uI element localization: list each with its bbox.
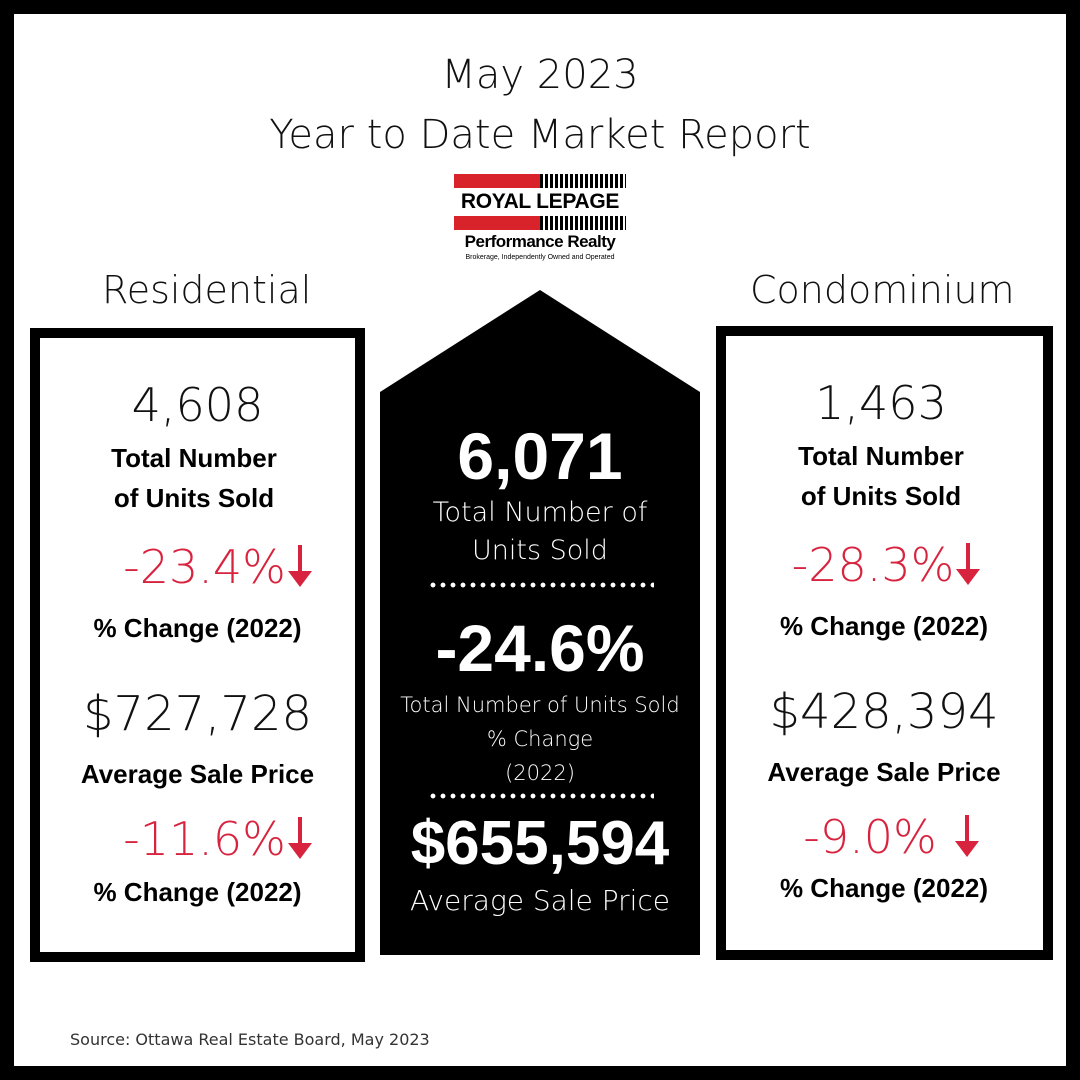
residential-units-change-row: -23.4% (40, 540, 395, 594)
logo-company-name: Performance Realty (464, 232, 616, 251)
royal-lepage-logo: ROYAL LEPAGE Performance Realty Brokerag… (454, 174, 626, 272)
condominium-avg-price: $428,394 (769, 684, 999, 740)
total-units-change-label-line3: (2022) (505, 761, 575, 785)
residential-price-change-row: -11.6% (40, 812, 395, 866)
residential-units-change: -23.4% (123, 540, 286, 594)
residential-avg-price: $727,728 (82, 686, 313, 742)
total-units-label-line2: Units Sold (472, 535, 608, 566)
arrow-down-icon (954, 815, 979, 857)
residential-units-label-line2: of Units Sold (113, 483, 275, 513)
condominium-avg-price-label: Average Sale Price (767, 757, 1001, 787)
condominium-box (716, 326, 1053, 960)
report-title: Year to Date Market Report (269, 112, 811, 158)
residential-units-label: Total Number of Units Sold (40, 438, 348, 518)
residential-heading: Residential (102, 268, 312, 312)
total-units-sold: 6,071 (457, 419, 623, 493)
condominium-units-change-label: % Change (2022) (779, 611, 989, 641)
residential-avg-price-label: Average Sale Price (80, 759, 315, 789)
total-units-change-label-line2: % Change (486, 727, 594, 751)
condominium-units-label-line2: of Units Sold (800, 481, 962, 511)
total-units-label: Total Number of Units Sold (380, 494, 700, 570)
condominium-units-change: -28.3% (791, 538, 955, 592)
arrow-down-icon (956, 543, 981, 585)
logo-bottom-bar (454, 216, 626, 230)
logo-tagline: Brokerage, Independently Owned and Opera… (465, 254, 615, 261)
residential-price-change: -11.6% (123, 812, 286, 866)
arrow-down-icon (287, 545, 312, 587)
condominium-units-sold: 1,463 (815, 376, 947, 430)
condominium-units-label-line1: Total Number (798, 441, 964, 471)
residential-price-change-label: % Change (2022) (93, 877, 302, 907)
condominium-price-change-label: % Change (2022) (779, 873, 989, 903)
condominium-price-change-row: -9.0% (726, 810, 1056, 864)
condominium-units-change-row: -28.3% (726, 538, 1046, 592)
arrow-down-icon (287, 817, 312, 859)
total-avg-price-label: Average Sale Price (409, 884, 671, 917)
logo-brand: ROYAL LEPAGE (460, 190, 620, 213)
total-units-change-label: Total Number of Units Sold % Change (202… (380, 688, 700, 790)
dotted-divider (428, 582, 654, 588)
total-units-change: -24.6% (435, 611, 645, 685)
total-units-change-label-line1: Total Number of Units Sold (400, 693, 680, 717)
condominium-heading: Condominium (750, 268, 1015, 312)
report-month: May 2023 (441, 52, 639, 98)
condominium-price-change: -9.0% (803, 810, 937, 864)
residential-units-change-label: % Change (2022) (93, 613, 302, 643)
total-units-label-line1: Total Number of (432, 497, 648, 528)
dotted-divider (428, 793, 654, 799)
residential-units-label-line1: Total Number (111, 443, 277, 473)
logo-top-bar (454, 174, 626, 188)
total-avg-price: $655,594 (410, 809, 670, 878)
house-shape (380, 290, 700, 955)
residential-units-sold: 4,608 (131, 378, 264, 432)
condominium-units-label: Total Number of Units Sold (726, 436, 1036, 516)
source-note: Source: Ottawa Real Estate Board, May 20… (70, 1030, 430, 1049)
